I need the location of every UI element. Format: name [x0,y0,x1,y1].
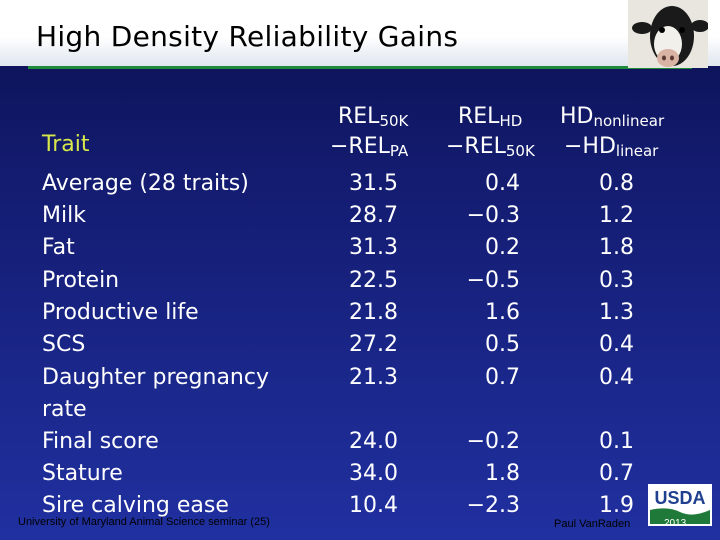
reliability-gain-hd: 1.6 [485,300,520,325]
trait-label: SCS [42,332,86,357]
trait-column-header: Trait [42,132,90,157]
reliability-gain-50k: 34.0 [349,461,398,486]
slide-title: High Density Reliability Gains [36,20,459,53]
reliability-gain-50k: 10.4 [349,493,398,518]
col2-header-top: RELHD [458,104,523,130]
trait-label-continued: rate [42,397,87,422]
footer-seminar: University of Maryland Animal Science se… [18,516,270,528]
year-label: 2013 [664,518,687,529]
reliability-gain-hd: 0.7 [485,365,520,390]
trait-label: Stature [42,461,123,486]
reliability-gain-hd: 0.4 [485,171,520,196]
svg-text:USDA: USDA [654,488,705,508]
reliability-gain-50k: 22.5 [349,268,398,293]
trait-label: Daughter pregnancy [42,365,269,390]
col3-header-top: HDnonlinear [560,104,665,130]
reliability-gain-hd: −0.2 [466,429,520,454]
reliability-gain-50k: 28.7 [349,203,398,228]
nonlinear-gain: 0.4 [599,332,634,357]
trait-label: Average (28 traits) [42,171,249,196]
cow-image [628,0,708,68]
reliability-gain-hd: 1.8 [485,461,520,486]
footer-author: Paul VanRaden [554,518,631,530]
nonlinear-gain: 1.2 [599,203,634,228]
trait-label: Fat [42,235,75,260]
trait-label: Milk [42,203,86,228]
nonlinear-gain: 1.3 [599,300,634,325]
reliability-gain-hd: −2.3 [466,493,520,518]
title-rule [28,66,692,69]
col3-header-bottom: −HDlinear [564,134,659,160]
nonlinear-gain: 0.8 [599,171,634,196]
reliability-gain-50k: 31.3 [349,235,398,260]
title-bar [0,0,720,66]
col1-header-top: REL50K [338,104,409,130]
nonlinear-gain: 0.4 [599,365,634,390]
reliability-gain-50k: 24.0 [349,429,398,454]
nonlinear-gain: 0.7 [599,461,634,486]
nonlinear-gain: 1.9 [599,493,634,518]
reliability-gain-50k: 31.5 [349,171,398,196]
reliability-gain-hd: −0.5 [466,268,520,293]
reliability-gain-hd: 0.5 [485,332,520,357]
nonlinear-gain: 0.3 [599,268,634,293]
col1-header-bottom: −RELPA [330,134,409,160]
reliability-gain-hd: −0.3 [466,203,520,228]
col2-header-bottom: −REL50K [446,134,535,160]
trait-label: Sire calving ease [42,493,229,518]
usda-logo: USDA [648,484,712,526]
nonlinear-gain: 1.8 [599,235,634,260]
trait-label: Productive life [42,300,199,325]
reliability-gain-hd: 0.2 [485,235,520,260]
reliability-gain-50k: 21.3 [349,365,398,390]
trait-label: Final score [42,429,159,454]
nonlinear-gain: 0.1 [599,429,634,454]
trait-label: Protein [42,268,120,293]
reliability-gain-50k: 21.8 [349,300,398,325]
reliability-gain-50k: 27.2 [349,332,398,357]
